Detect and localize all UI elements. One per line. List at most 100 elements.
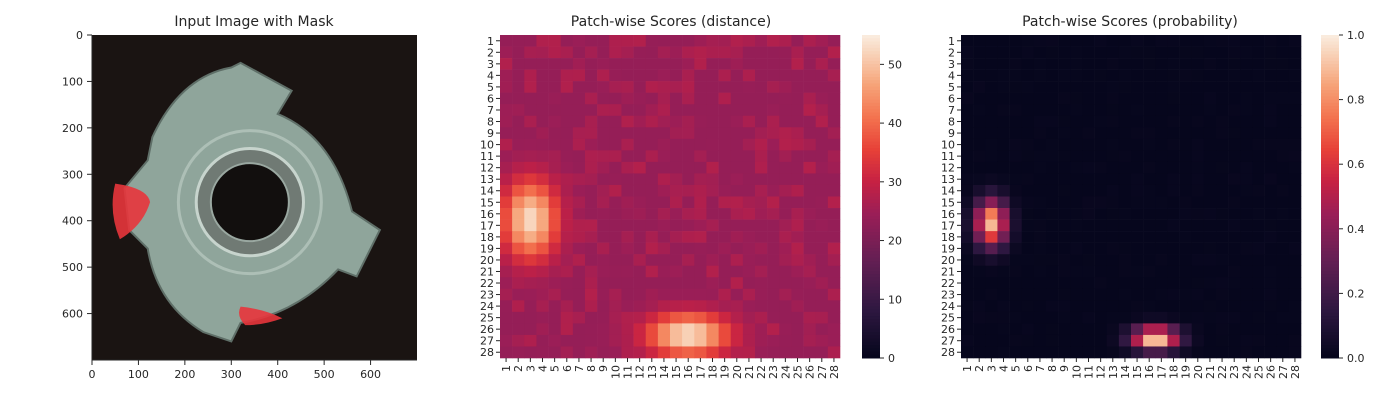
heatmap-cell <box>1131 173 1144 186</box>
heatmap-cell <box>500 81 513 93</box>
heatmap-cell <box>791 127 804 140</box>
heatmap-x-tick-label: 22 <box>755 365 768 379</box>
heatmap-cell <box>730 115 744 128</box>
heatmap-cell <box>961 219 974 232</box>
colorbar-segment <box>862 348 880 353</box>
heatmap-cell <box>621 265 634 278</box>
colorbar-segment <box>862 215 880 220</box>
colorbar-segment <box>862 267 880 272</box>
image-x-tick-label: 100 <box>128 368 149 381</box>
heatmap-y-tick-label: 25 <box>941 312 955 325</box>
heatmap-cell <box>1252 242 1265 255</box>
colorbar-segment <box>862 338 880 343</box>
heatmap-cell <box>1191 184 1205 197</box>
heatmap-cell <box>1216 58 1229 70</box>
colorbar-segment <box>862 280 880 285</box>
heatmap-cell <box>1155 46 1168 59</box>
heatmap-cell <box>718 277 732 290</box>
colorbar-segment <box>1321 209 1339 214</box>
heatmap-cell <box>742 288 756 301</box>
heatmap-x-tick-label: 5 <box>549 365 562 372</box>
heatmap-cell <box>961 184 974 197</box>
heatmap-cell <box>1070 69 1083 82</box>
heatmap-cell <box>973 196 986 209</box>
heatmap-cell <box>694 104 707 117</box>
heatmap-cell <box>767 334 780 347</box>
heatmap-cell <box>560 150 574 163</box>
heatmap-cell <box>827 173 841 186</box>
colorbar-segment <box>1321 264 1339 269</box>
heatmap-cell <box>682 127 695 140</box>
heatmap-cell <box>694 346 707 359</box>
heatmap-cell <box>1179 265 1193 278</box>
heatmap-cell <box>548 288 562 301</box>
colorbar-segment <box>862 257 880 262</box>
heatmap-cell <box>512 92 525 105</box>
heatmap-cell <box>1276 161 1290 174</box>
heatmap-y-tick-label: 4 <box>487 69 494 82</box>
heatmap-cell <box>1058 81 1071 93</box>
heatmap-cell <box>779 150 792 163</box>
colorbar-segment <box>862 309 880 314</box>
heatmap-cell <box>536 69 549 82</box>
heatmap-cell <box>585 254 598 267</box>
heatmap-cell <box>645 231 659 243</box>
heatmap-y-tick-label: 26 <box>941 323 955 336</box>
heatmap-cell <box>1070 323 1083 336</box>
heatmap-cell <box>997 323 1010 336</box>
colorbar-segment <box>862 131 880 136</box>
heatmap-cell <box>767 254 780 267</box>
heatmap-cell <box>1094 334 1108 347</box>
heatmap-cell <box>548 81 562 93</box>
heatmap-cell <box>694 81 707 93</box>
heatmap-y-tick-label: 2 <box>487 46 494 59</box>
heatmap-cell <box>791 277 804 290</box>
heatmap-cell <box>1070 242 1083 255</box>
heatmap-cell <box>1203 58 1217 70</box>
heatmap-cell <box>742 46 756 59</box>
probability-title: Patch-wise Scores (probability) <box>1022 14 1238 30</box>
heatmap-cell <box>1216 265 1229 278</box>
heatmap-cell <box>718 196 732 209</box>
heatmap-cell <box>500 161 513 174</box>
heatmap-cell <box>1228 81 1241 93</box>
heatmap-cell <box>1131 58 1144 70</box>
heatmap-cell <box>706 92 719 105</box>
heatmap-y-tick-label: 14 <box>480 185 494 198</box>
heatmap-cell <box>815 265 829 278</box>
heatmap-cell <box>597 311 610 324</box>
heatmap-cell <box>500 346 513 359</box>
heatmap-cell <box>1058 127 1071 140</box>
heatmap-cell <box>961 288 974 301</box>
heatmap-cell <box>973 46 986 59</box>
heatmap-y-tick-label: 14 <box>941 185 955 198</box>
heatmap-cell <box>1228 161 1241 174</box>
heatmap-cell <box>633 288 647 301</box>
heatmap-cell <box>633 138 647 151</box>
heatmap-cell <box>718 127 732 140</box>
heatmap-cell <box>572 127 586 140</box>
heatmap-cell <box>1240 277 1253 290</box>
heatmap-cell <box>706 311 719 324</box>
heatmap-cell <box>572 334 586 347</box>
heatmap-cell <box>645 311 659 324</box>
heatmap-x-tick-label: 21 <box>743 365 756 379</box>
heatmap-x-tick-label: 1 <box>961 365 974 372</box>
heatmap-x-tick-label: 8 <box>585 365 598 372</box>
heatmap-cell <box>779 242 792 255</box>
colorbar-segment <box>1321 299 1339 304</box>
heatmap-cell <box>1252 346 1265 359</box>
heatmap-cell <box>827 288 841 301</box>
heatmap-cell <box>742 138 756 151</box>
mask-region-left <box>112 183 151 240</box>
heatmap-x-tick-label: 8 <box>1046 365 1059 372</box>
heatmap-cell <box>1131 334 1144 347</box>
heatmap-cell <box>524 196 537 209</box>
heatmap-cell <box>718 323 732 336</box>
heatmap-cell <box>803 346 817 359</box>
colorbar-segment <box>862 351 880 356</box>
heatmap-cell <box>755 58 768 70</box>
heatmap-cell <box>560 92 574 105</box>
heatmap-cell <box>657 161 671 174</box>
heatmap-cell <box>572 346 586 359</box>
